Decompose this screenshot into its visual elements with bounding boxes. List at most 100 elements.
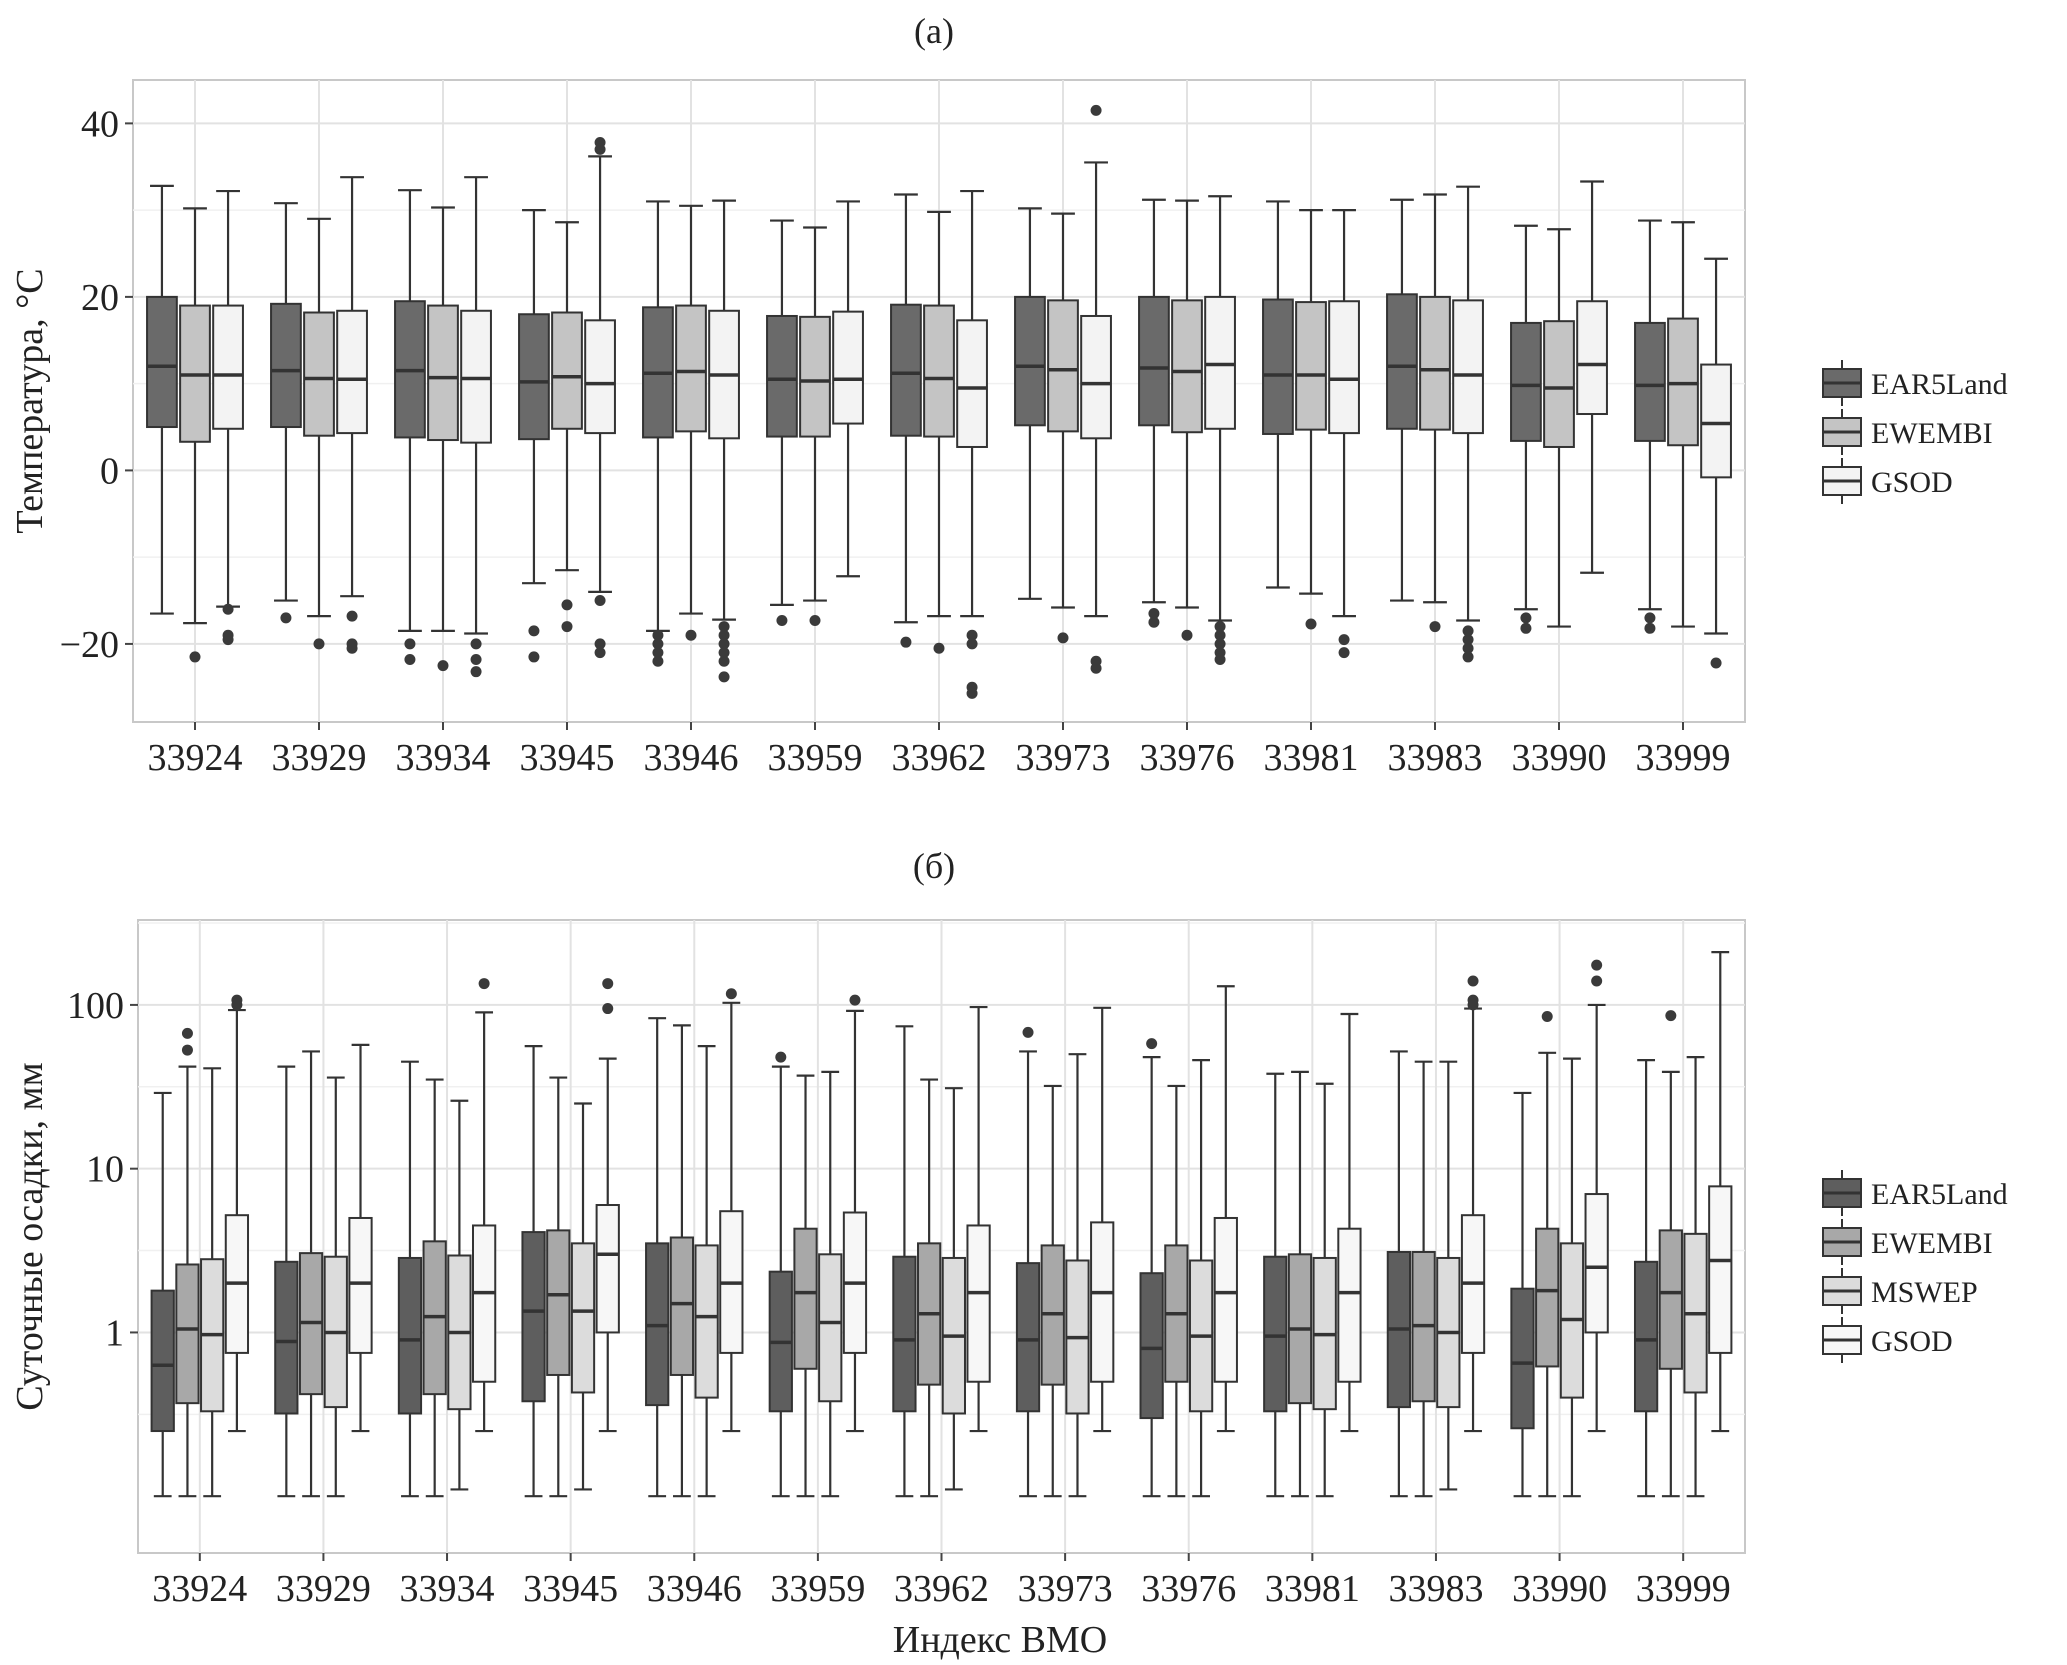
box-ewembi-33929 (303, 217, 335, 650)
box-gsod-33983 (1460, 975, 1486, 1433)
box-ear5land-33981 (1262, 200, 1294, 589)
outlier-point (404, 654, 416, 666)
box-ear5land-33929 (270, 202, 302, 624)
legend-label: GSOD (1871, 1325, 1953, 1358)
x-tick-label: 33929 (276, 1568, 371, 1610)
box-mswep-33981 (1312, 1082, 1337, 1498)
outlier-point (718, 621, 730, 633)
outlier-point (1644, 612, 1656, 624)
box-gsod-33945 (595, 978, 620, 1433)
outlier-point (966, 629, 978, 641)
outlier-point (775, 1051, 787, 1063)
box-body (150, 1289, 175, 1433)
box-ear5land-33946 (645, 1017, 670, 1498)
x-tick-label: 33983 (1388, 1568, 1483, 1610)
legend-label: MSWEP (1871, 1276, 1978, 1309)
box-body (518, 313, 550, 441)
box-body (427, 304, 459, 442)
box-body (1535, 1227, 1560, 1368)
outlier-point (231, 994, 243, 1006)
legend: EAR5Land EWEMBI MSWEP GSOD (1822, 1170, 2008, 1363)
box-ewembi-33976 (1171, 199, 1203, 641)
panel-b-label: (б) (913, 846, 955, 886)
box-ear5land-33962 (890, 193, 922, 648)
box-body (669, 1236, 695, 1376)
box-body (793, 1227, 818, 1370)
legend-label: EAR5Land (1871, 1178, 2008, 1211)
box-gsod-33976 (1204, 195, 1236, 666)
outlier-point (222, 603, 234, 615)
box-body (1510, 1287, 1535, 1430)
box-body (584, 319, 616, 435)
box-gsod-33959 (842, 994, 868, 1433)
box-ear5land-33973 (1014, 207, 1046, 600)
legend-label: GSOD (1871, 466, 1953, 499)
outlier-point (718, 671, 730, 683)
box-body (471, 1224, 497, 1383)
outlier-point (652, 655, 664, 667)
outlier-point (404, 638, 416, 650)
box-body (956, 319, 988, 448)
box-gsod-33981 (1328, 209, 1360, 659)
outlier-point (849, 994, 861, 1006)
box-mswep-33924 (200, 1067, 225, 1498)
box-body (274, 1260, 299, 1415)
box-gsod-33924 (224, 994, 250, 1433)
y-tick-label: 0 (100, 450, 119, 492)
box-body (1658, 1229, 1683, 1370)
box-body (212, 304, 244, 430)
box-body (336, 309, 368, 435)
outlier-point (1214, 621, 1226, 633)
box-body (1015, 1262, 1041, 1413)
box-body (1386, 293, 1418, 430)
box-body (1633, 1260, 1659, 1413)
outlier-point (470, 654, 482, 666)
box-mswep-33962 (941, 1087, 966, 1491)
x-tick-label: 33976 (1141, 1568, 1236, 1610)
box-ewembi-33946 (675, 204, 707, 641)
outlier-point (652, 638, 664, 650)
box-gsod-33999 (1700, 257, 1732, 669)
outlier-point (478, 978, 490, 990)
outlier-point (809, 614, 821, 626)
outlier-point (1338, 647, 1350, 659)
box-mswep-33983 (1436, 1060, 1461, 1491)
outlier-point (1467, 994, 1479, 1006)
box-gsod-33983 (1452, 185, 1484, 663)
outlier-point (1710, 657, 1722, 669)
outlier-point (966, 687, 978, 699)
box-ewembi-33976 (1164, 1084, 1189, 1498)
box-ewembi-33962 (917, 1078, 942, 1498)
outlier-point (346, 610, 358, 622)
outlier-point (470, 638, 482, 650)
y-tick-label: 1 (105, 1312, 124, 1354)
box-gsod-33962 (956, 189, 988, 699)
box-ear5land-33945 (521, 1045, 546, 1498)
outlier-point (1462, 651, 1474, 663)
box-ewembi-33934 (422, 1078, 447, 1498)
box-body (1510, 321, 1542, 442)
x-tick-label: 33929 (272, 737, 367, 779)
outlier-point (725, 988, 737, 1000)
box-gsod-33973 (1080, 104, 1112, 674)
box-body (1213, 1216, 1238, 1383)
outlier-point (1148, 608, 1160, 620)
outlier-point (528, 625, 540, 637)
x-tick-label: 33945 (520, 737, 615, 779)
outlier-point (222, 634, 234, 646)
box-body (1576, 300, 1608, 416)
outlier-point (437, 660, 449, 672)
box-mswep-33945 (570, 1102, 596, 1491)
box-gsod-33946 (719, 988, 744, 1433)
x-tick-label: 33959 (768, 737, 863, 779)
outlier-point (561, 599, 573, 611)
outlier-point (181, 1044, 193, 1056)
box-body (1014, 295, 1046, 427)
box-gsod-33946 (708, 199, 740, 683)
box-body (570, 1242, 596, 1394)
box-mswep-33929 (323, 1076, 348, 1498)
box-body (1080, 314, 1112, 440)
box-ear5land-33990 (1510, 224, 1542, 634)
box-ewembi-33999 (1667, 221, 1699, 628)
